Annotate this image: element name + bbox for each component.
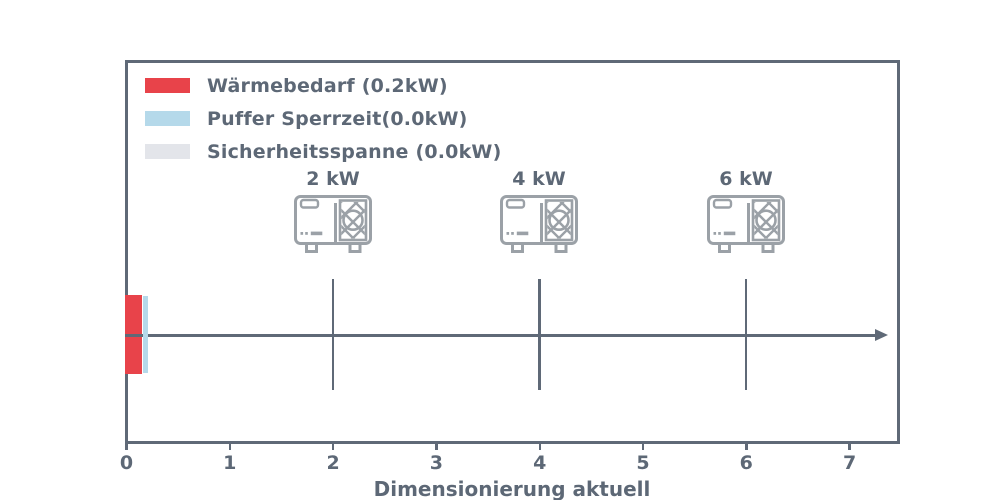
x-tick-label: 6 bbox=[739, 452, 753, 474]
x-tick bbox=[848, 444, 851, 450]
x-tick bbox=[228, 444, 232, 450]
x-axis-title: Dimensionierung aktuell bbox=[373, 477, 651, 500]
legend-swatch-buffer-blocking-time bbox=[145, 111, 190, 126]
x-axis-arrowhead-icon bbox=[875, 328, 888, 341]
x-tick bbox=[435, 444, 438, 450]
legend-item-buffer-blocking-time: Puffer Sperrzeit(0.0kW) bbox=[145, 107, 501, 130]
legend-label-heat-demand: Wärmebedarf (0.2kW) bbox=[207, 74, 448, 97]
x-tick bbox=[125, 444, 128, 450]
x-tick-label: 3 bbox=[429, 452, 443, 474]
x-axis-arrow-line bbox=[125, 333, 877, 337]
pump-option-2kw: 2 kW bbox=[294, 168, 372, 257]
legend-label-buffer-blocking-time: Puffer Sperrzeit(0.0kW) bbox=[207, 107, 468, 130]
x-tick-label: 4 bbox=[533, 452, 547, 474]
x-tick-label: 5 bbox=[636, 452, 650, 474]
x-tick-label: 7 bbox=[842, 452, 857, 474]
x-tick bbox=[745, 444, 748, 450]
pump-option-4kw: 4 kW bbox=[500, 168, 578, 257]
heat-pump-icon bbox=[707, 195, 785, 257]
heat-pump-icon bbox=[294, 195, 372, 257]
plot-area bbox=[125, 60, 900, 444]
legend-item-safety-margin: Sicherheitsspanne (0.0kW) bbox=[145, 140, 502, 163]
x-tick-label: 1 bbox=[223, 452, 237, 474]
legend: Wärmebedarf (0.2kW) Puffer Sperrzeit(0.0… bbox=[145, 74, 502, 175]
legend-swatch-heat-demand bbox=[145, 78, 190, 93]
bar-buffer-blocking-time bbox=[143, 296, 148, 373]
legend-swatch-safety-margin bbox=[145, 144, 190, 159]
pump-label-6kw: 6 kW bbox=[719, 168, 773, 190]
heat-pump-icon bbox=[500, 195, 578, 257]
x-tick-label: 0 bbox=[119, 452, 134, 474]
pump-option-6kw: 6 kW bbox=[707, 168, 785, 257]
x-tick-label: 2 bbox=[326, 452, 340, 474]
pump-label-2kw: 2 kW bbox=[306, 168, 360, 190]
pump-label-4kw: 4 kW bbox=[512, 168, 566, 190]
bar-heat-demand bbox=[125, 295, 142, 374]
legend-label-safety-margin: Sicherheitsspanne (0.0kW) bbox=[207, 140, 502, 163]
legend-item-heat-demand: Wärmebedarf (0.2kW) bbox=[145, 74, 501, 97]
x-tick bbox=[641, 444, 645, 450]
x-tick bbox=[331, 444, 335, 450]
x-tick bbox=[538, 444, 541, 450]
